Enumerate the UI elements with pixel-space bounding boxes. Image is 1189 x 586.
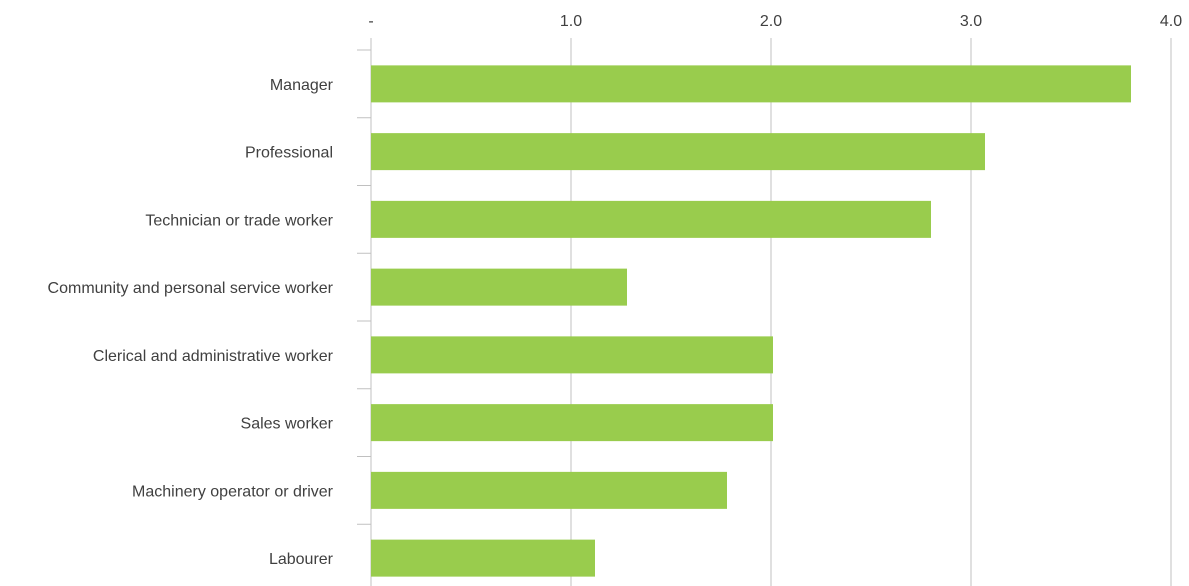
tick-label-2: 2.0 (760, 13, 782, 30)
tick-label-1: 1.0 (560, 13, 582, 30)
category-axis (357, 49, 371, 525)
category-label-1: Professional (245, 145, 333, 162)
tick-label-3: 3.0 (960, 13, 982, 30)
bar-2 (371, 200, 931, 238)
category-label-7: Labourer (269, 551, 334, 568)
tick-label-0: - (368, 13, 373, 30)
category-label-0: Manager (270, 77, 334, 94)
bar-7 (371, 539, 595, 577)
x-axis-tick-labels: - 1.0 2.0 3.0 4.0 (368, 13, 1182, 30)
category-labels: Manager Professional Technician or trade w… (48, 77, 334, 568)
category-label-3: Community and personal service worker (48, 280, 334, 297)
category-label-6: Machinery operator or driver (132, 483, 334, 500)
bar-6 (371, 471, 727, 509)
bar-0 (371, 65, 1131, 103)
category-label-2: Technician or trade worker (145, 212, 333, 229)
bar-3 (371, 268, 627, 306)
bars (371, 65, 1131, 577)
bar-5 (371, 404, 773, 442)
tick-label-4: 4.0 (1160, 13, 1182, 30)
category-label-5: Sales worker (241, 416, 334, 433)
bar-4 (371, 336, 773, 374)
category-label-4: Clerical and administrative worker (93, 348, 334, 365)
bar-1 (371, 133, 985, 171)
